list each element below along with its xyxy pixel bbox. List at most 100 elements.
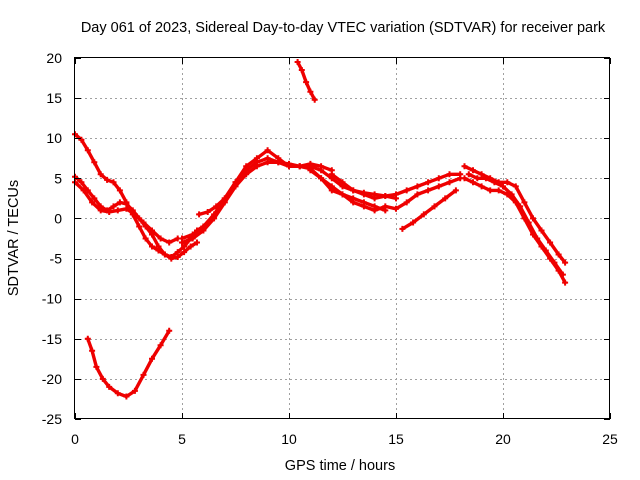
data-point: [403, 187, 410, 194]
data-point: [253, 163, 260, 170]
data-point: [538, 227, 545, 234]
data-point: [311, 96, 318, 103]
data-point: [211, 215, 218, 222]
data-point: [84, 335, 91, 342]
data-point: [275, 155, 282, 162]
data-point: [414, 183, 421, 190]
data-point: [84, 147, 91, 154]
data-point: [168, 255, 175, 262]
data-point: [114, 207, 121, 214]
data-point: [425, 179, 432, 186]
data-point: [474, 175, 481, 182]
data-point: [116, 199, 123, 206]
data-point: [461, 175, 468, 182]
y-tick-label: 15: [46, 90, 62, 106]
data-point: [161, 251, 168, 258]
data-point: [140, 219, 147, 226]
y-tick-label: -25: [42, 411, 62, 427]
data-point: [478, 171, 485, 178]
series-arc-4: [84, 327, 173, 400]
data-point: [181, 243, 188, 250]
tick-layer: 0 5 10 15 20 25 -25 -20 -15 -10 -5 0 5 10 15 20: [42, 50, 618, 447]
series-line: [462, 164, 567, 265]
data-point: [78, 179, 85, 186]
data-point: [530, 215, 536, 222]
data-point: [371, 207, 378, 214]
data-point: [106, 209, 113, 215]
data-point: [339, 179, 346, 186]
data-point: [403, 199, 410, 206]
data-point: [204, 209, 211, 215]
data-point: [166, 327, 173, 334]
data-point: [457, 171, 464, 178]
data-point: [562, 259, 569, 266]
data-point: [414, 191, 421, 198]
data-point: [136, 223, 143, 230]
data-point: [243, 171, 250, 178]
data-point: [382, 203, 389, 210]
data-point: [264, 159, 271, 166]
data-point: [435, 175, 442, 182]
data-point: [307, 167, 314, 174]
series-line: [400, 188, 458, 231]
data-point: [491, 179, 498, 186]
x-axis-label: GPS time / hours: [285, 458, 395, 474]
x-tick-label: 5: [178, 431, 186, 447]
data-point: [393, 191, 399, 198]
data-point: [243, 163, 250, 170]
data-point: [264, 147, 271, 154]
y-tick-label: -15: [42, 331, 62, 347]
y-tick-label: -5: [50, 251, 63, 267]
data-point: [393, 205, 399, 212]
data-point: [196, 211, 203, 218]
data-point: [512, 183, 519, 190]
series-arc-9: [307, 167, 464, 214]
plot-frame: [74, 57, 610, 419]
data-point: [131, 387, 138, 394]
data-point: [155, 243, 162, 250]
data-point: [350, 199, 357, 206]
data-point: [149, 243, 155, 250]
data-point: [294, 59, 301, 65]
data-point: [221, 195, 228, 202]
y-tick-label: 0: [54, 210, 62, 226]
data-point: [328, 187, 335, 194]
data-point: [89, 199, 96, 206]
data-point: [91, 159, 98, 166]
data-point: [149, 355, 155, 362]
data-point: [482, 175, 489, 182]
data-point: [157, 342, 164, 349]
data-point: [140, 371, 147, 378]
data-point: [194, 239, 200, 246]
data-point: [116, 187, 123, 194]
data-point: [461, 163, 468, 170]
data-point: [89, 347, 96, 354]
y-tick-label: -10: [42, 291, 62, 307]
data-point: [382, 193, 389, 199]
data-point: [551, 259, 558, 266]
data-point: [253, 155, 260, 162]
data-point: [318, 163, 325, 170]
series-layer: [72, 59, 569, 400]
data-point: [303, 79, 310, 86]
data-point: [360, 203, 367, 210]
data-point: [78, 136, 85, 143]
series-arc-14: [465, 171, 566, 278]
data-point: [559, 271, 566, 278]
data-point: [286, 163, 292, 170]
data-point: [534, 235, 541, 242]
data-point: [470, 167, 476, 174]
data-point: [104, 176, 111, 183]
data-point: [555, 251, 562, 258]
data-point: [157, 235, 164, 242]
data-point: [446, 171, 453, 178]
data-point: [504, 179, 511, 186]
data-point: [371, 195, 378, 202]
y-tick-label: -20: [42, 371, 62, 387]
chart-title: Day 061 of 2023, Sidereal Day-to-day VTE…: [81, 20, 606, 36]
data-point: [99, 375, 106, 382]
data-point: [93, 363, 100, 370]
data-point: [435, 183, 442, 190]
data-point: [166, 239, 173, 246]
